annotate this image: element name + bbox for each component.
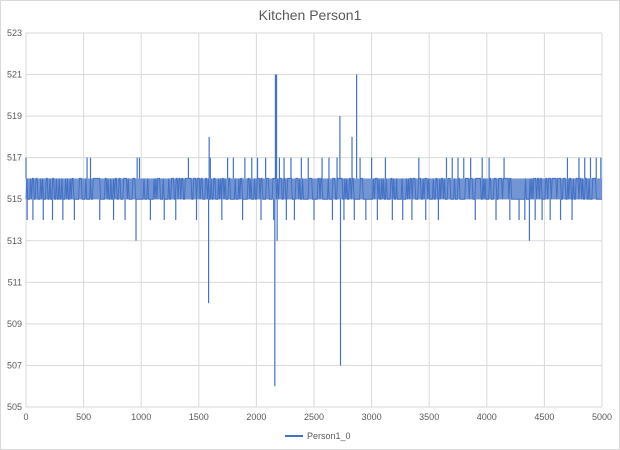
x-tick-label: 3500 <box>419 412 439 422</box>
x-tick-label: 5000 <box>592 412 612 422</box>
y-tick-label: 519 <box>7 111 22 121</box>
y-tick-label: 511 <box>8 277 22 287</box>
y-tick-label: 517 <box>7 153 22 163</box>
x-tick-label: 3000 <box>362 412 382 422</box>
y-tick-label: 505 <box>7 402 22 412</box>
y-tick-label: 509 <box>7 319 22 329</box>
x-axis: 0 500 1000 1500 2000 2500 3000 3500 4000 4500 5000 <box>23 412 612 422</box>
x-tick-label: 1000 <box>131 412 151 422</box>
x-tick-label: 500 <box>76 412 91 422</box>
series-band <box>26 178 602 200</box>
x-tick-label: 1500 <box>189 412 209 422</box>
y-tick-label: 523 <box>7 28 22 38</box>
chart-title: Kitchen Person1 <box>259 7 362 23</box>
legend-label: Person1_0 <box>307 431 351 441</box>
x-tick-label: 0 <box>23 412 28 422</box>
legend: Person1_0 <box>285 431 351 441</box>
x-tick-label: 2500 <box>304 412 324 422</box>
x-tick-label: 4000 <box>477 412 497 422</box>
y-tick-label: 513 <box>7 236 22 246</box>
y-tick-label: 521 <box>7 70 22 80</box>
x-tick-label: 2000 <box>246 412 266 422</box>
y-tick-label: 515 <box>7 194 22 204</box>
plot-area <box>25 74 602 387</box>
y-tick-label: 507 <box>7 360 22 370</box>
x-tick-label: 4500 <box>534 412 554 422</box>
y-axis: 505 507 509 511 513 515 517 519 521 523 <box>7 28 22 412</box>
